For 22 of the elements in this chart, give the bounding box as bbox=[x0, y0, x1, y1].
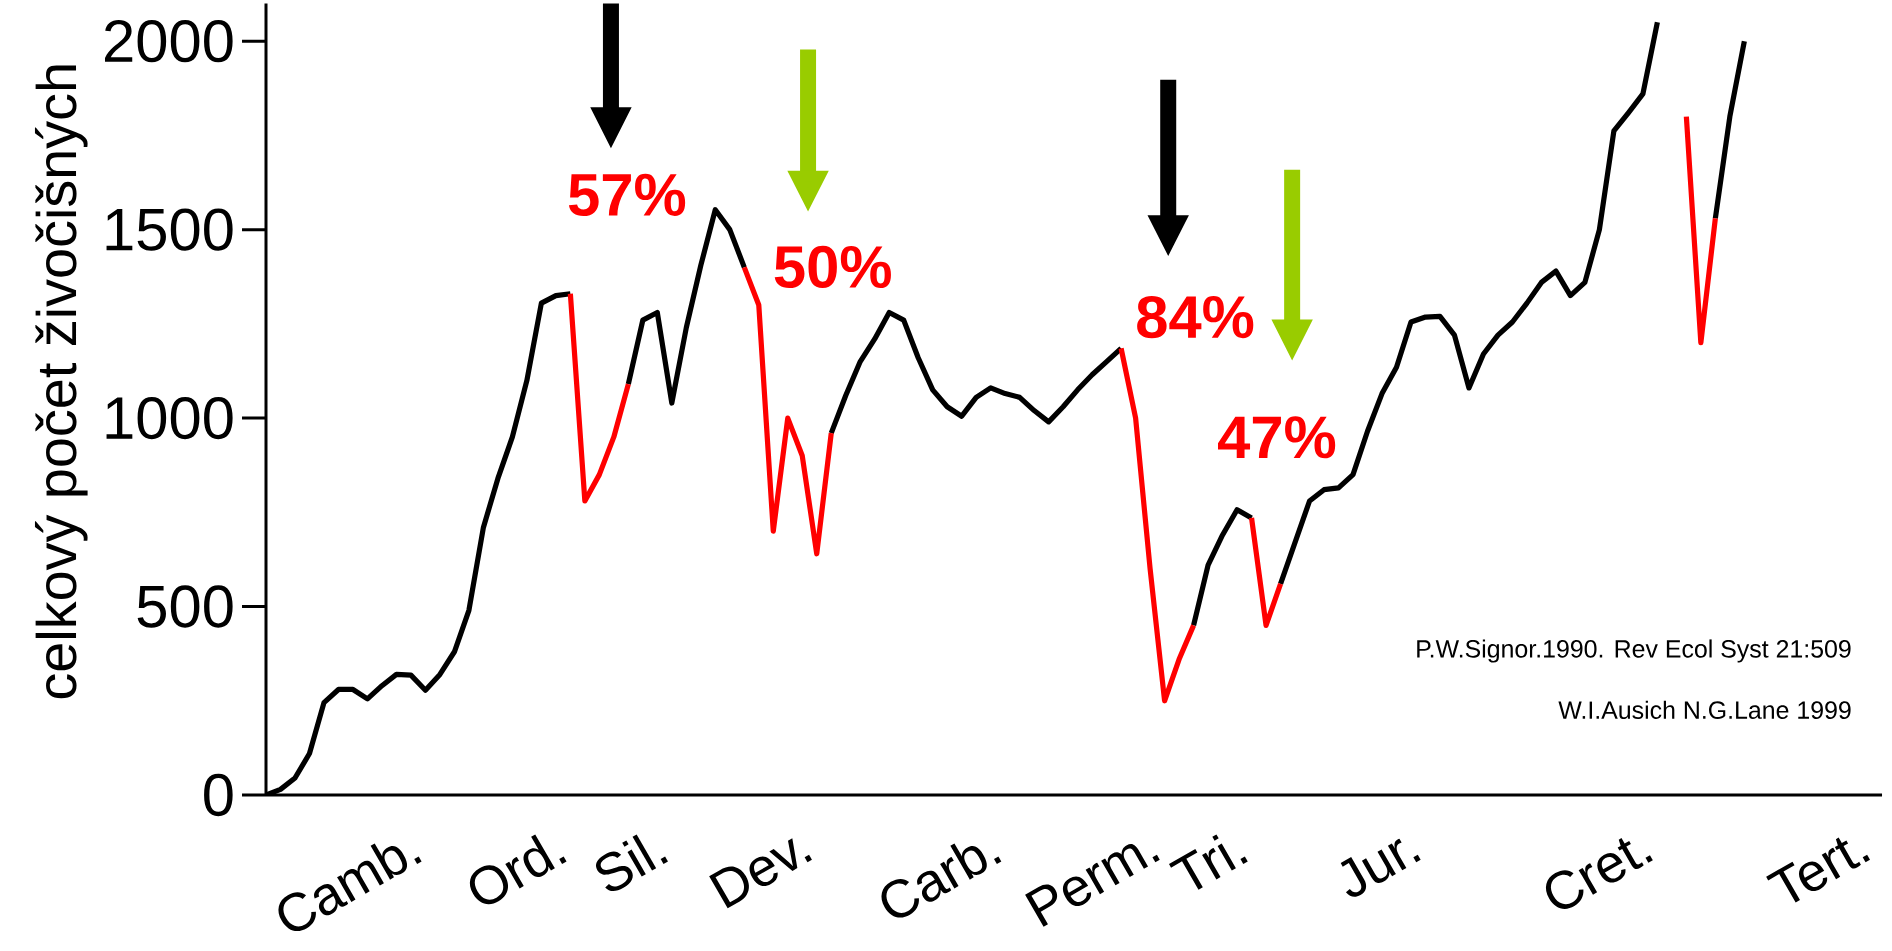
annotation: 57% bbox=[568, 173, 686, 217]
annotation: 47% bbox=[1218, 416, 1336, 459]
x-tick-label: Tert. bbox=[1766, 837, 1870, 903]
y-tick-label: 1000 bbox=[106, 396, 233, 440]
x-tick-label: Carb. bbox=[881, 843, 1002, 918]
x-tick-label: Cret. bbox=[1545, 838, 1653, 909]
annotation: P.W.Signor.1990. Rev Ecol Syst 21:509 bbox=[1417, 639, 1851, 663]
x-tick-label: Jur. bbox=[1340, 838, 1421, 897]
x-tick-label: Tri. bbox=[1169, 834, 1248, 890]
annotation: 50% bbox=[774, 245, 891, 289]
x-tick-label: Dev. bbox=[709, 838, 812, 909]
y-tick-label: 0 bbox=[204, 773, 233, 817]
annotation: 84% bbox=[1137, 295, 1254, 339]
x-tick-label: Perm. bbox=[1025, 844, 1160, 927]
x-tick-label: Sil. bbox=[595, 834, 668, 892]
x-tick-label: Ord. bbox=[469, 834, 567, 905]
y-tick-label: 500 bbox=[137, 585, 233, 628]
y-tick-label: 2000 bbox=[104, 20, 233, 63]
x-tick-label: Camb. bbox=[278, 843, 422, 932]
y-tick-label: 1500 bbox=[106, 208, 233, 251]
annotation: W.I.Ausich N.G.Lane 1999 bbox=[1558, 700, 1851, 719]
y-axis-title: celkový počet živočišných bbox=[34, 65, 88, 699]
